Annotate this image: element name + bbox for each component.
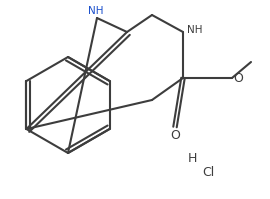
Text: O: O: [170, 129, 180, 142]
Text: H: H: [187, 151, 197, 165]
Text: NH: NH: [187, 25, 202, 35]
Text: NH: NH: [88, 6, 104, 16]
Text: Cl: Cl: [202, 167, 214, 179]
Text: O: O: [233, 71, 243, 85]
